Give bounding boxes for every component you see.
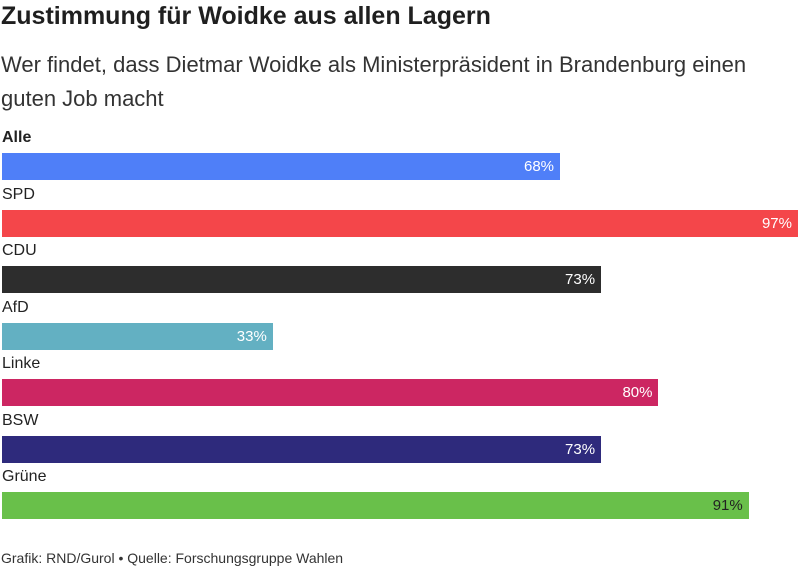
bar	[2, 322, 273, 350]
chart-title: Zustimmung für Woidke aus allen Lagern	[1, 2, 491, 30]
bar-row: Grüne 91%	[0, 465, 800, 521]
bar	[2, 266, 602, 293]
category-label: AfD	[2, 298, 29, 316]
bar	[2, 379, 659, 406]
bar-row: Linke 80%	[0, 352, 800, 408]
value-label: 80%	[622, 384, 653, 401]
chart-subtitle: Wer findet, dass Dietmar Woidke als Mini…	[1, 52, 747, 111]
bar	[2, 435, 602, 463]
value-label: 91%	[712, 497, 743, 514]
value-label: 68%	[523, 158, 555, 175]
bar-row: BSW 73%	[0, 409, 800, 465]
category-label: BSW	[2, 411, 39, 429]
bar-row: Alle 68%	[0, 126, 800, 182]
category-label: Linke	[2, 355, 41, 372]
bar-row: SPD 97%	[0, 183, 800, 239]
value-label: 97%	[761, 214, 792, 232]
bar-row: CDU 73%	[0, 239, 800, 295]
value-label: 73%	[565, 440, 596, 458]
category-label: Alle	[2, 129, 32, 146]
category-label: SPD	[2, 185, 35, 203]
source-credit: Grafik: RND/Gurol • Quelle: Forschungsgr…	[1, 550, 344, 566]
value-label: 73%	[565, 271, 596, 288]
bar	[2, 153, 561, 180]
bar	[2, 209, 798, 237]
bar	[2, 492, 749, 519]
bar-chart: Alle 68% SPD 97% CDU 73% AfD 33% Linke 80% BSW 73% G…	[0, 126, 800, 526]
category-label: CDU	[2, 242, 37, 259]
category-label: Grüne	[2, 468, 47, 485]
value-label: 33%	[236, 327, 267, 345]
bar-row: AfD 33%	[0, 296, 800, 352]
